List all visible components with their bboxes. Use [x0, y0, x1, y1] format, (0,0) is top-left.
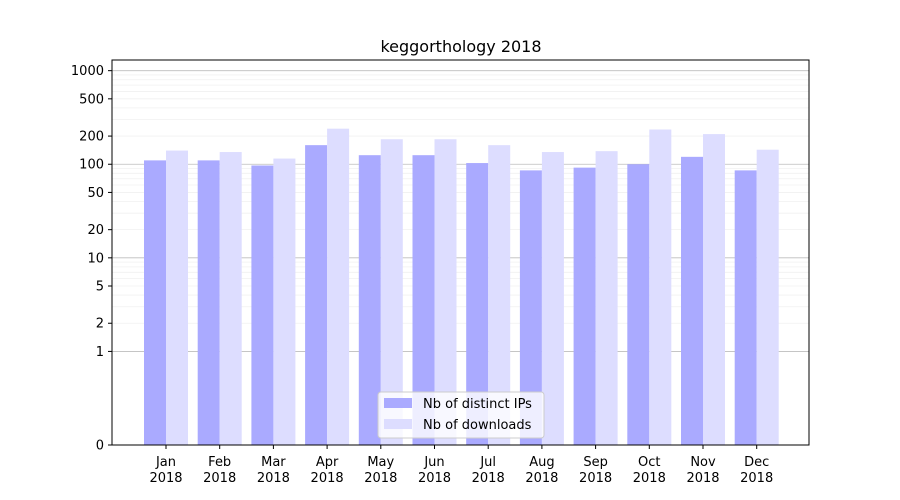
bar-distinct-ips	[197, 160, 220, 445]
bar-distinct-ips	[305, 145, 328, 445]
x-tick-label: Jan 2018	[149, 455, 182, 486]
x-tick-label: Dec 2018	[740, 455, 773, 486]
bar-distinct-ips	[627, 164, 650, 445]
y-tick-label: 1000	[71, 64, 104, 79]
y-tick-label: 200	[79, 130, 104, 145]
bar-distinct-ips	[519, 170, 542, 445]
bar-downloads	[703, 134, 725, 446]
y-tick-label: 50	[87, 186, 104, 201]
chart-title: keggorthology 2018	[380, 37, 541, 56]
bar-distinct-ips	[144, 160, 166, 445]
legend-box	[377, 391, 545, 439]
legend-swatch-downloads	[384, 419, 412, 429]
bar-downloads	[219, 152, 242, 445]
bar-downloads	[380, 139, 403, 445]
x-tick-label: Aug 2018	[525, 455, 558, 486]
bar-distinct-ips	[358, 155, 381, 445]
y-tick-label: 5	[96, 280, 104, 295]
bar-downloads	[756, 149, 779, 445]
y-axis: 0 1 2 5 10 20 50 100 200 500 1000	[71, 64, 112, 454]
bar-downloads	[166, 150, 188, 445]
y-tick-label: 20	[87, 223, 104, 238]
x-tick-label: Oct 2018	[633, 455, 666, 486]
bar-distinct-ips	[681, 156, 703, 446]
x-tick-label: Feb 2018	[203, 455, 236, 486]
bar-distinct-ips	[251, 165, 274, 446]
y-tick-label: 100	[79, 158, 104, 173]
y-tick-label: 10	[87, 251, 104, 266]
x-tick-label: Jun 2018	[418, 455, 451, 486]
y-tick-label: 500	[79, 92, 104, 107]
bar-distinct-ips	[734, 170, 757, 445]
legend-label-downloads: Nb of downloads	[423, 418, 532, 433]
bar-downloads	[595, 151, 618, 446]
x-tick-label: May 2018	[364, 455, 397, 486]
bars	[144, 128, 779, 446]
y-tick-label: 2	[96, 317, 104, 332]
x-axis: Jan 2018 Feb 2018 Mar 2018 Apr 2018 May 2018 Jun 20…	[149, 445, 773, 486]
bar-downloads	[649, 129, 672, 445]
bar-downloads	[488, 145, 511, 445]
y-tick-label: 0	[96, 439, 104, 454]
plot-frame	[111, 59, 810, 446]
x-tick-label: Sep 2018	[579, 455, 612, 486]
legend-label-distinct-ips: Nb of distinct IPs	[423, 397, 532, 412]
bar-downloads	[434, 139, 457, 445]
bar-distinct-ips	[466, 163, 489, 445]
legend: Nb of distinct IPs Nb of downloads	[377, 391, 545, 439]
bar-distinct-ips	[412, 155, 435, 445]
legend-swatch-distinct-ips	[384, 398, 412, 408]
bar-downloads	[541, 152, 564, 445]
x-tick-label: Mar 2018	[257, 455, 290, 486]
y-tick-label: 1	[96, 345, 104, 360]
x-tick-label: Jul 2018	[472, 455, 505, 486]
bar-downloads	[327, 128, 350, 445]
x-tick-label: Apr 2018	[311, 455, 344, 486]
x-tick-label: Nov 2018	[686, 455, 719, 486]
bar-distinct-ips	[573, 167, 596, 445]
bar-downloads	[273, 158, 296, 445]
